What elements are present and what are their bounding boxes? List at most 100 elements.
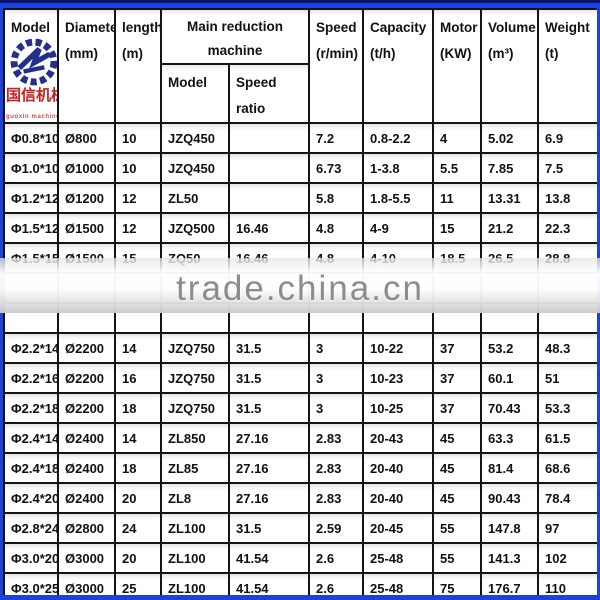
cell: 10-22 [362,332,435,364]
cell: 27.16 [227,482,311,514]
table-header: Model 国信机械 guoxin machinery [3,8,597,124]
cell: 31.5 [227,332,311,364]
cell: Φ2.4*18 [3,452,59,484]
cell: JZQ450 [160,122,230,154]
cell: 3 [308,362,365,394]
cell: 110 [537,572,597,595]
cell: 20 [114,482,162,514]
header-motor: Motor (KW) [432,8,483,124]
cell: Φ2.2*16 [3,362,59,394]
company-logo: 国信机械 guoxin machinery [6,36,56,121]
subheader-ratio-line1: Speed [236,75,277,90]
cell: 20-40 [362,482,435,514]
header-volume-line1: Volume [488,20,536,35]
cell: Ø2800 [57,512,116,544]
cell: 3 [308,332,365,364]
cell: 31.5 [227,392,311,424]
subheader-reduction-model: Model [160,63,230,124]
table-row: Φ1.2*12 Ø1200 12 ZL50 5.8 1.8-5.5 11 13.31 13.8 [3,182,597,214]
table-row: Φ2.2*18 Ø2200 18 JZQ750 31.5 3 10-25 37 70.43 53.… [3,392,597,424]
cell: Ø1500 [57,212,116,244]
cell: 53.3 [537,392,597,424]
cell: Φ1.2*12 [3,182,59,214]
cell: 51 [537,362,597,394]
gear-logo-icon [10,38,56,86]
cell: 24 [114,512,162,544]
cell: Φ2.2*18 [3,392,59,424]
cell: 11 [432,182,483,214]
cell: 5.5 [432,152,483,184]
cell: 41.54 [227,542,311,574]
cell: ZL50 [160,182,230,214]
cell: Φ2.4*14 [3,422,59,454]
cell: 81.4 [480,452,540,484]
cell: 60.1 [480,362,540,394]
cell: 37 [432,332,483,364]
cell: 63.3 [480,422,540,454]
cell: JZQ450 [160,152,230,184]
table-row: Φ2.4*14 Ø2400 14 ZL850 27.16 2.83 20-43 45 63.3 6… [3,422,597,454]
cell: Ø1000 [57,152,116,184]
cell: 147.8 [480,512,540,544]
cell: 176.7 [480,572,540,595]
cell: 20-45 [362,512,435,544]
header-motor-line1: Motor [440,20,478,35]
header-volume: Volume (m³) [480,8,540,124]
cell: 14 [114,332,162,364]
header-volume-line2: (m³) [488,46,514,61]
header-weight-line1: Weight [545,20,590,35]
cell: Ø2200 [57,332,116,364]
cell: Ø3000 [57,572,116,595]
watermark-text: trade.china.cn [176,268,424,308]
table-row: Φ3.0*25 Ø3000 25 ZL100 41.54 2.6 25-48 75 176.7 1… [3,572,597,595]
cell: 2.83 [308,482,365,514]
cell: Φ2.2*14 [3,332,59,364]
cell: 75 [432,572,483,595]
table-row: Φ2.4*20 Ø2400 20 ZL8 27.16 2.83 20-40 45 90.43 78… [3,482,597,514]
cell: Φ3.0*25 [3,572,59,595]
header-reduction-line1: Main reduction [187,19,284,34]
cell: Ø800 [57,122,116,154]
cell: 97 [537,512,597,544]
cell: ZL850 [160,422,230,454]
table-row: Φ2.4*18 Ø2400 18 ZL85 27.16 2.83 20-40 45 81.4 68… [3,452,597,484]
cell: Φ2.8*24 [3,512,59,544]
header-motor-line2: (KW) [440,46,472,61]
cell: 2.6 [308,542,365,574]
cell: 141.3 [480,542,540,574]
cell: 0.8-2.2 [362,122,435,154]
cell: 70.43 [480,392,540,424]
cell: Ø2400 [57,422,116,454]
header-capacity-line1: Capacity [370,20,427,35]
header-length-line2: (m) [122,46,143,61]
cell: ZL100 [160,572,230,595]
cell: 55 [432,542,483,574]
header-capacity-line2: (t/h) [370,46,396,61]
header-length: length (m) [114,8,162,124]
cell: 31.5 [227,512,311,544]
header-main-reduction-machine: Main reduction machine [159,8,311,65]
cell: 22.3 [537,212,597,244]
cell [227,122,311,154]
header-weight-line2: (t) [545,46,559,61]
cell: 3 [308,392,365,424]
cell: 2.83 [308,422,365,454]
cell: 37 [432,392,483,424]
table-row: Φ3.0*20 Ø3000 20 ZL100 41.54 2.6 25-48 55 141.3 1… [3,542,597,574]
header-model: Model 国信机械 guoxin machinery [3,8,59,124]
cell: 14 [114,422,162,454]
header-reduction-line2: machine [207,43,263,58]
cell: Ø2200 [57,362,116,394]
cell: 78.4 [537,482,597,514]
table-row: Φ1.0*10 Ø1000 10 JZQ450 6.73 1-3.8 5.5 7.85 7.5 [3,152,597,184]
header-speed: Speed (r/min) [308,8,365,124]
cell: Ø2400 [57,452,116,484]
header-weight: Weight (t) [537,8,597,124]
company-name-chinese: 国信机械 [6,87,56,104]
subheader-ratio-line2: ratio [236,101,266,116]
cell: 10-25 [362,392,435,424]
cell: 4 [432,122,483,154]
cell: 20-40 [362,452,435,484]
cell: 45 [432,422,483,454]
